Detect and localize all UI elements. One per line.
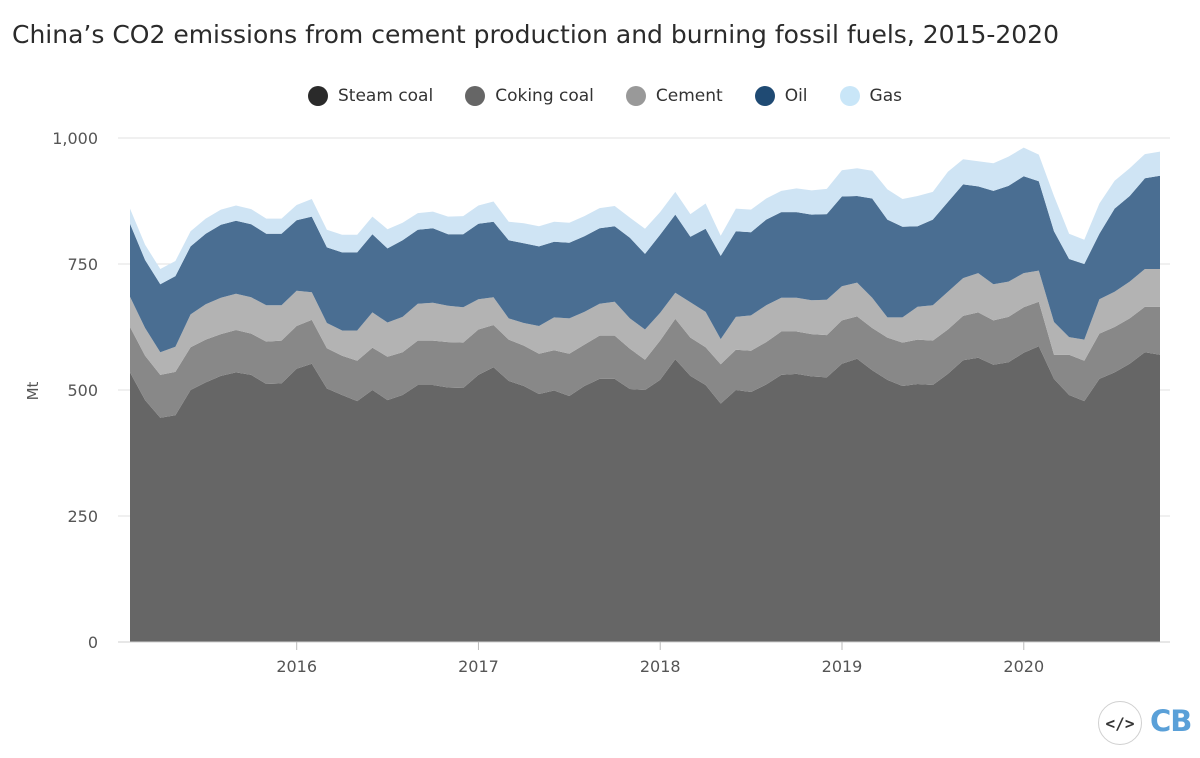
carbon-brief-logo: CB: [1150, 704, 1192, 738]
legend-item-gas[interactable]: Gas: [839, 86, 902, 106]
legend-swatch: [465, 86, 486, 106]
x-tick-label: 2016: [276, 657, 317, 676]
legend-swatch: [308, 86, 329, 106]
legend-label: Steam coal: [338, 86, 434, 106]
x-tick-label: 2018: [640, 657, 681, 676]
chart-title: China’s CO2 emissions from cement produc…: [12, 20, 1059, 49]
legend-item-cement[interactable]: Cement: [625, 86, 723, 106]
x-tick-label: 2017: [458, 657, 499, 676]
embed-code-button[interactable]: </>: [1098, 701, 1142, 745]
legend-label: Coking coal: [495, 86, 594, 106]
legend-swatch: [839, 86, 860, 106]
legend-item-steam-coal[interactable]: Steam coal: [308, 86, 433, 106]
legend-swatch: [754, 86, 775, 106]
y-tick-label: 250: [67, 507, 98, 526]
area-series-steam-coal: [130, 346, 1160, 642]
code-icon: </>: [1105, 713, 1135, 733]
y-tick-label: 1,000: [52, 129, 98, 148]
legend-label: Gas: [869, 86, 902, 106]
y-tick-label: 0: [88, 633, 98, 652]
y-tick-label: 500: [67, 381, 98, 400]
legend-swatch: [625, 86, 646, 106]
y-tick-label: 750: [67, 255, 98, 274]
x-tick-label: 2020: [1003, 657, 1044, 676]
legend-label: Cement: [655, 86, 723, 106]
legend-label: Oil: [784, 86, 808, 106]
area-series-coking-coal: [130, 301, 1160, 418]
area-series-oil: [130, 175, 1160, 353]
chart-legend: Steam coal Coking coal Cement Oil Gas: [0, 86, 1200, 106]
x-tick-label: 2019: [822, 657, 863, 676]
legend-item-coking-coal[interactable]: Coking coal: [465, 86, 594, 106]
area-series-cement: [130, 269, 1160, 375]
y-axis-title: Mt: [24, 381, 42, 400]
legend-item-oil[interactable]: Oil: [754, 86, 808, 106]
